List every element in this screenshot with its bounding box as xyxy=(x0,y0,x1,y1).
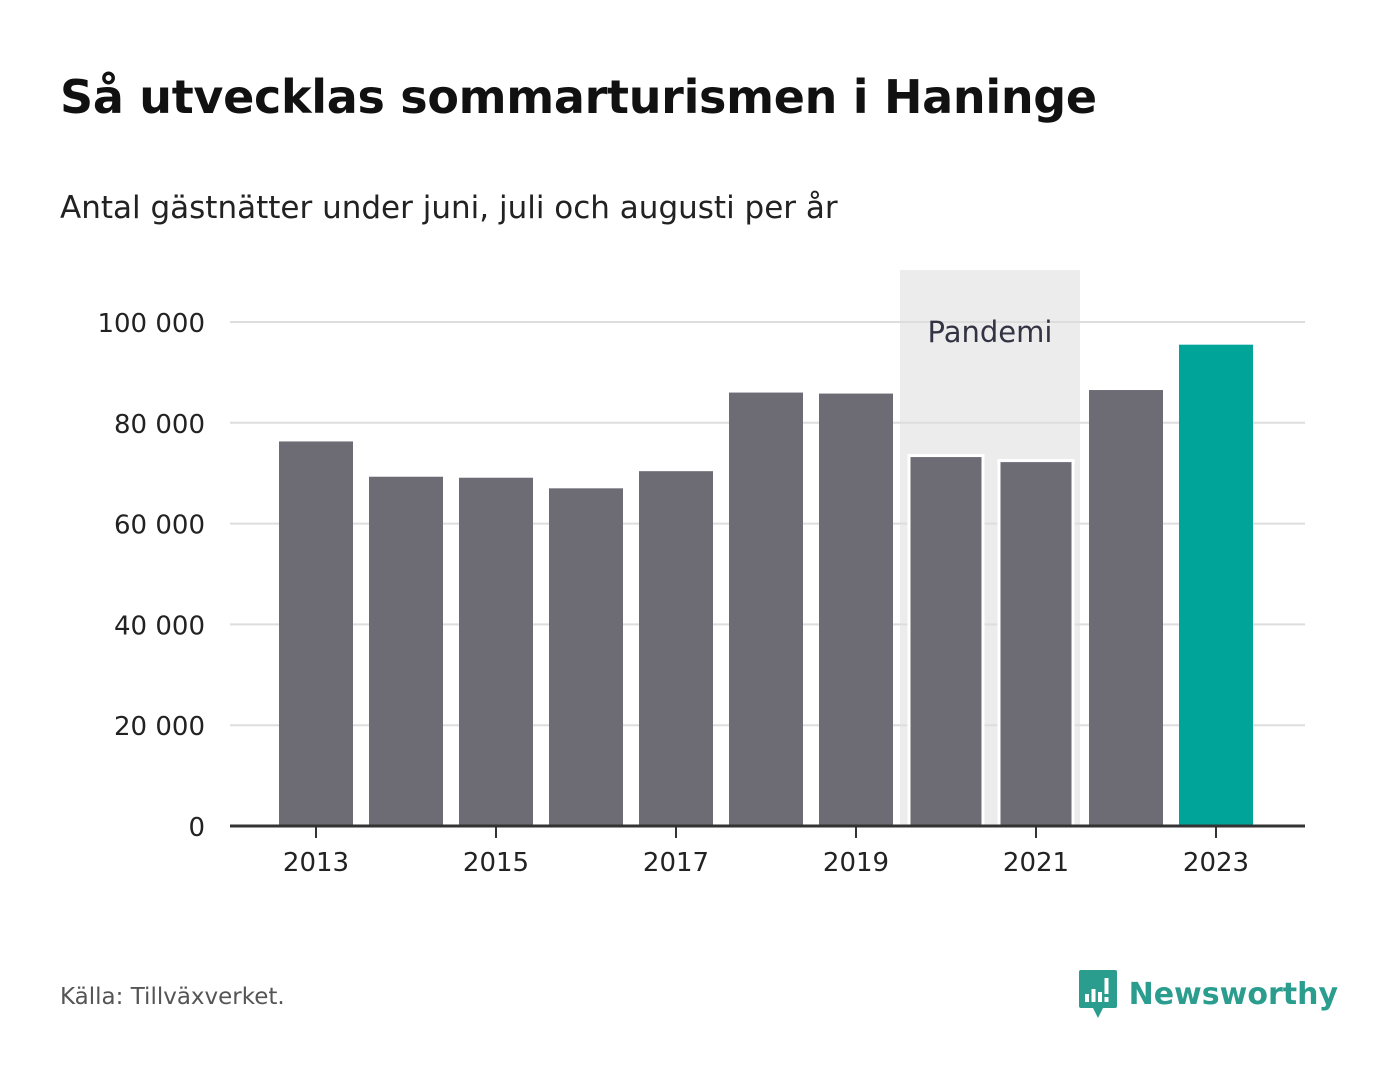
source-note: Källa: Tillväxverket. xyxy=(60,984,285,1010)
x-tick-label: 2015 xyxy=(463,848,529,878)
brand: Newsworthy xyxy=(1077,968,1338,1020)
chart-subtitle: Antal gästnätter under juni, juli och au… xyxy=(60,190,838,226)
y-tick-label: 60 000 xyxy=(114,511,205,541)
chart-title: Så utvecklas sommarturismen i Haninge xyxy=(60,70,1097,124)
bar-2018 xyxy=(729,392,803,826)
bar-2022 xyxy=(1089,390,1163,826)
y-tick-label: 100 000 xyxy=(97,309,205,339)
bar-2014 xyxy=(369,476,443,826)
bar-2019 xyxy=(819,393,893,826)
brand-name: Newsworthy xyxy=(1128,976,1338,1012)
bar-2021 xyxy=(997,459,1075,828)
y-tick-label: 0 xyxy=(188,813,205,843)
x-tick-label: 2017 xyxy=(643,848,709,878)
x-tick-label: 2013 xyxy=(283,848,349,878)
bar-2016 xyxy=(549,488,623,826)
y-tick-label: 80 000 xyxy=(114,410,205,440)
newsworthy-logo-icon xyxy=(1078,970,1117,1018)
x-tick-label: 2021 xyxy=(1003,848,1069,878)
x-tick-label: 2019 xyxy=(823,848,889,878)
y-tick-label: 20 000 xyxy=(114,712,205,742)
bar-2017 xyxy=(639,471,713,826)
y-tick-label: 40 000 xyxy=(114,611,205,641)
bar-2020 xyxy=(907,454,985,828)
x-tick-label: 2023 xyxy=(1183,848,1249,878)
bar-2015 xyxy=(459,477,533,826)
bar-2013 xyxy=(279,441,353,826)
pandemic-label: Pandemi xyxy=(928,315,1053,349)
bar-2023 xyxy=(1179,344,1253,826)
